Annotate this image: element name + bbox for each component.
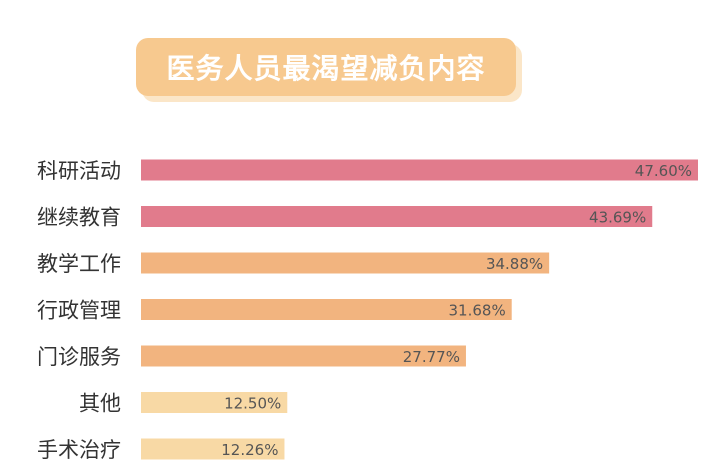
bar bbox=[141, 252, 550, 274]
category-label: 手术治疗 bbox=[37, 438, 121, 462]
value-label: 12.50% bbox=[224, 395, 281, 413]
category-label: 继续教育 bbox=[37, 206, 121, 230]
bar bbox=[141, 299, 512, 320]
value-label: 47.60% bbox=[635, 162, 692, 180]
bar bbox=[141, 392, 288, 413]
value-label: 12.26% bbox=[221, 441, 278, 459]
value-label: 43.69% bbox=[589, 209, 646, 227]
title-banner: 医务人员最渴望减负内容 bbox=[136, 38, 516, 96]
bar bbox=[141, 206, 653, 227]
category-label: 行政管理 bbox=[37, 299, 121, 323]
value-label: 27.77% bbox=[403, 348, 460, 366]
category-label: 科研活动 bbox=[37, 159, 121, 183]
bar bbox=[141, 159, 698, 181]
value-label: 31.68% bbox=[449, 302, 506, 320]
value-label: 34.88% bbox=[486, 255, 543, 273]
category-label: 其他 bbox=[79, 392, 121, 416]
category-label: 门诊服务 bbox=[37, 345, 121, 369]
chart-title: 医务人员最渴望减负内容 bbox=[166, 52, 486, 85]
bar bbox=[141, 345, 466, 367]
chart-title-banner: 医务人员最渴望减负内容 bbox=[136, 38, 522, 102]
bar bbox=[141, 438, 285, 460]
category-label: 教学工作 bbox=[37, 252, 121, 276]
